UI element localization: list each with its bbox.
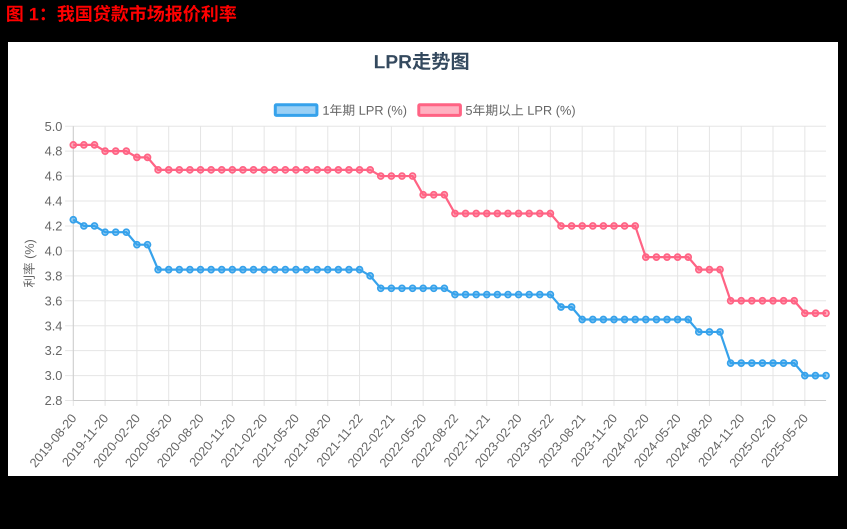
svg-text:4.6: 4.6 [45,169,63,184]
svg-text:4.4: 4.4 [45,194,63,209]
svg-text:3.4: 3.4 [45,318,63,333]
svg-text:3.2: 3.2 [45,343,63,358]
svg-text:5.0: 5.0 [45,119,63,134]
svg-text:3.6: 3.6 [45,293,63,308]
svg-text:3.8: 3.8 [45,268,63,283]
svg-text:4.0: 4.0 [45,243,63,258]
svg-text:4.8: 4.8 [45,144,63,159]
svg-text:3.0: 3.0 [45,368,63,383]
svg-text:4.2: 4.2 [45,219,63,234]
svg-text:2.8: 2.8 [45,393,63,408]
